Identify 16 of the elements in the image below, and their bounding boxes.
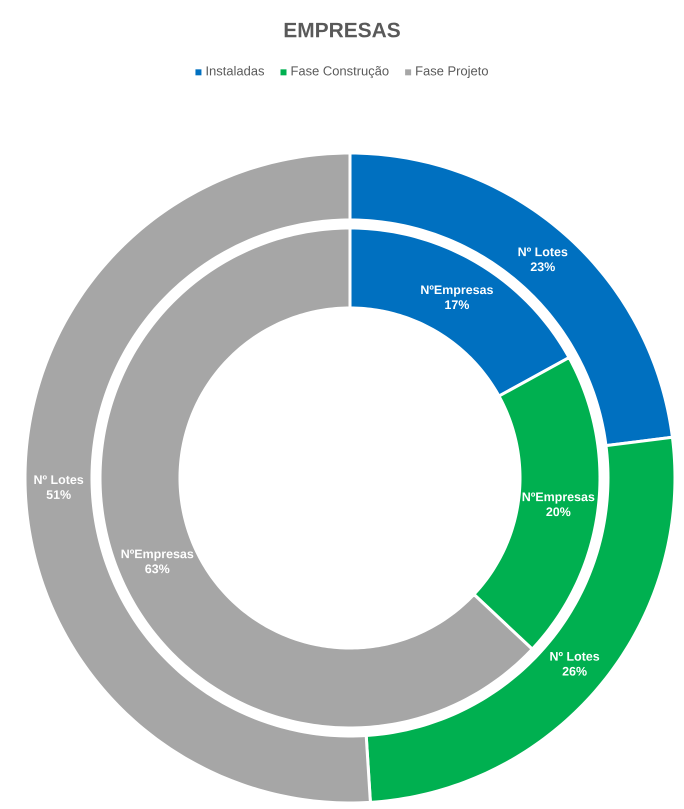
slice-label: Nº Lotes [550, 652, 600, 661]
legend-label: Fase Construção [292, 66, 389, 78]
text: NºEmpresas [522, 492, 594, 504]
legend-label: Instaladas [206, 66, 264, 76]
text: Nº Lotes [518, 247, 568, 256]
text: Nº Lotes [34, 475, 84, 484]
chart-title: EMPRESAS [284, 22, 400, 38]
text: NºEmpresas [421, 285, 493, 297]
data-label: 17% [445, 300, 470, 310]
data-label: 63% [145, 564, 170, 574]
data-label: 23% [530, 262, 555, 272]
data-label: 26% [562, 666, 587, 676]
data-label: 51% [46, 490, 71, 500]
slice-label: NºEmpresas [122, 550, 194, 561]
data-label: 20% [546, 507, 570, 516]
legend-label: Fase Projeto [416, 66, 488, 78]
